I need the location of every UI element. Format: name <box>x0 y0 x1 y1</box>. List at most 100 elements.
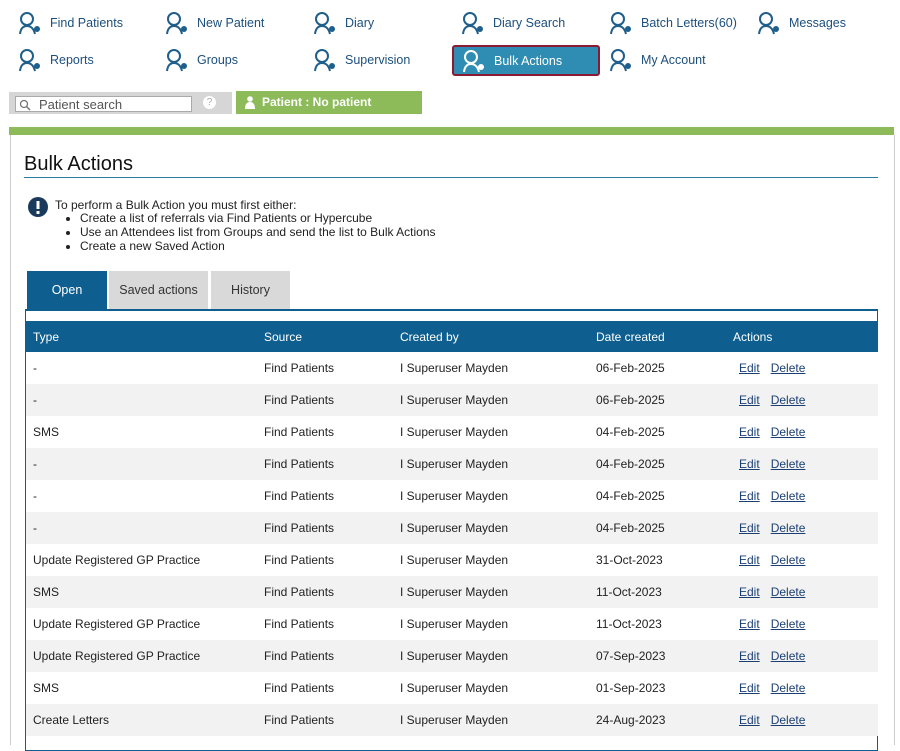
edit-link[interactable]: Edit <box>739 649 760 663</box>
table-cell: Find Patients <box>264 521 335 535</box>
table-cell: Find Patients <box>264 713 335 727</box>
table-row: - Find Patients I Superuser Mayden 06-Feb-2… <box>26 352 878 384</box>
edit-link[interactable]: Edit <box>739 713 760 727</box>
edit-link[interactable]: Edit <box>739 457 760 471</box>
table-cell: Find Patients <box>264 617 335 631</box>
nav-icon <box>166 12 187 35</box>
edit-link[interactable]: Edit <box>739 617 760 631</box>
table-cell: 07-Sep-2023 <box>596 649 666 663</box>
edit-link[interactable]: Edit <box>739 681 760 695</box>
table-cell: 24-Aug-2023 <box>596 713 666 727</box>
nav-item[interactable]: Diary <box>313 8 374 38</box>
edit-link[interactable]: Edit <box>739 425 760 439</box>
table-cell: I Superuser Mayden <box>400 649 509 663</box>
delete-link[interactable]: Delete <box>770 713 806 727</box>
table-cell: - <box>33 521 37 535</box>
table-cell: 04-Feb-2025 <box>596 489 665 503</box>
edit-link[interactable]: Edit <box>739 489 760 503</box>
help-icon[interactable]: ? <box>203 96 216 109</box>
header-cell: Actions <box>733 330 773 344</box>
delete-link[interactable]: Delete <box>770 585 806 599</box>
edit-link[interactable]: Edit <box>739 393 760 407</box>
delete-link[interactable]: Delete <box>770 361 806 375</box>
table-cell: I Superuser Mayden <box>400 457 509 471</box>
tab[interactable]: Saved actions <box>109 271 208 309</box>
nav-item[interactable]: New Patient <box>165 8 264 38</box>
delete-link[interactable]: Delete <box>770 425 806 439</box>
search-icon <box>19 99 31 111</box>
table-cell: Update Registered GP Practice <box>33 649 201 663</box>
table-cell: Find Patients <box>264 585 335 599</box>
table-cell: I Superuser Mayden <box>400 489 509 503</box>
nav-item[interactable]: My Account <box>609 45 706 75</box>
table-cell: I Superuser Mayden <box>400 521 509 535</box>
delete-link[interactable]: Delete <box>770 681 806 695</box>
actions-cell: Edit Delete <box>739 544 805 576</box>
table-cell: Find Patients <box>264 649 335 663</box>
edit-link[interactable]: Edit <box>739 521 760 535</box>
search-input[interactable]: Patient search <box>15 96 192 112</box>
nav-item[interactable]: Diary Search <box>461 8 565 38</box>
header-cell: Created by <box>400 330 459 344</box>
table-cell: SMS <box>33 585 60 599</box>
nav-icon <box>166 49 187 72</box>
title-rule <box>24 177 878 178</box>
nav-icon <box>314 12 335 35</box>
table-row: Update Registered GP Practice Find Patien… <box>26 640 878 672</box>
edit-link[interactable]: Edit <box>739 553 760 567</box>
table-cell: 11-Oct-2023 <box>596 617 662 631</box>
table-cell: Update Registered GP Practice <box>33 553 201 567</box>
tab-rule <box>25 309 878 311</box>
nav-item[interactable]: Supervision <box>313 45 410 75</box>
table-cell: 06-Feb-2025 <box>596 393 665 407</box>
table-row: SMS Find Patients I Superuser Mayden 04-Feb… <box>26 416 878 448</box>
nav-label: Find Patients <box>50 16 123 30</box>
search-placeholder: Patient search <box>39 97 123 112</box>
table-cell: SMS <box>33 681 60 695</box>
nav-item[interactable]: Messages <box>757 8 846 38</box>
nav-label: Diary <box>345 16 375 30</box>
delete-link[interactable]: Delete <box>770 617 806 631</box>
nav-item[interactable]: Find Patients <box>18 8 123 38</box>
nav-icon <box>19 12 40 35</box>
table-cell: Find Patients <box>264 489 335 503</box>
edit-link[interactable]: Edit <box>739 361 760 375</box>
tab[interactable]: Open <box>27 271 107 309</box>
table-cell: I Superuser Mayden <box>400 361 509 375</box>
tab[interactable]: History <box>211 271 290 309</box>
delete-link[interactable]: Delete <box>770 457 806 471</box>
actions-cell: Edit Delete <box>739 480 805 512</box>
actions-cell: Edit Delete <box>739 672 805 704</box>
table-cell: Create Letters <box>33 713 110 727</box>
nav-icon <box>463 49 484 72</box>
nav-label: Batch Letters(60) <box>641 16 737 30</box>
nav-item[interactable]: Bulk Actions <box>452 45 600 76</box>
nav-item[interactable]: Groups <box>165 45 238 75</box>
table-cell: - <box>33 361 37 375</box>
table-cell: I Superuser Mayden <box>400 553 509 567</box>
delete-link[interactable]: Delete <box>770 393 806 407</box>
page-title: Bulk Actions <box>24 153 133 175</box>
nav-label: Diary Search <box>493 16 566 30</box>
green-rule <box>9 127 894 135</box>
table-row: SMS Find Patients I Superuser Mayden 01-Sep… <box>26 672 878 704</box>
table-cell: 04-Feb-2025 <box>596 457 665 471</box>
notice-item: Use an Attendees list from Groups and se… <box>80 225 436 239</box>
nav-icon <box>19 49 40 72</box>
delete-link[interactable]: Delete <box>770 521 806 535</box>
nav-item[interactable]: Reports <box>18 45 94 75</box>
table-cell: Update Registered GP Practice <box>33 617 201 631</box>
actions-cell: Edit Delete <box>739 608 805 640</box>
table-row: Create Letters Find Patients I Superuser M… <box>26 704 878 736</box>
table-row: Update Registered GP Practice Find Patien… <box>26 608 878 640</box>
delete-link[interactable]: Delete <box>770 649 806 663</box>
nav-label: Bulk Actions <box>494 53 563 68</box>
edit-link[interactable]: Edit <box>739 585 760 599</box>
delete-link[interactable]: Delete <box>770 489 806 503</box>
nav-item[interactable]: Batch Letters(60) <box>609 8 737 38</box>
table-cell: I Superuser Mayden <box>400 585 509 599</box>
delete-link[interactable]: Delete <box>770 553 806 567</box>
table-row: - Find Patients I Superuser Mayden 04-Feb-2… <box>26 512 878 544</box>
nav-label: Groups <box>197 53 238 67</box>
